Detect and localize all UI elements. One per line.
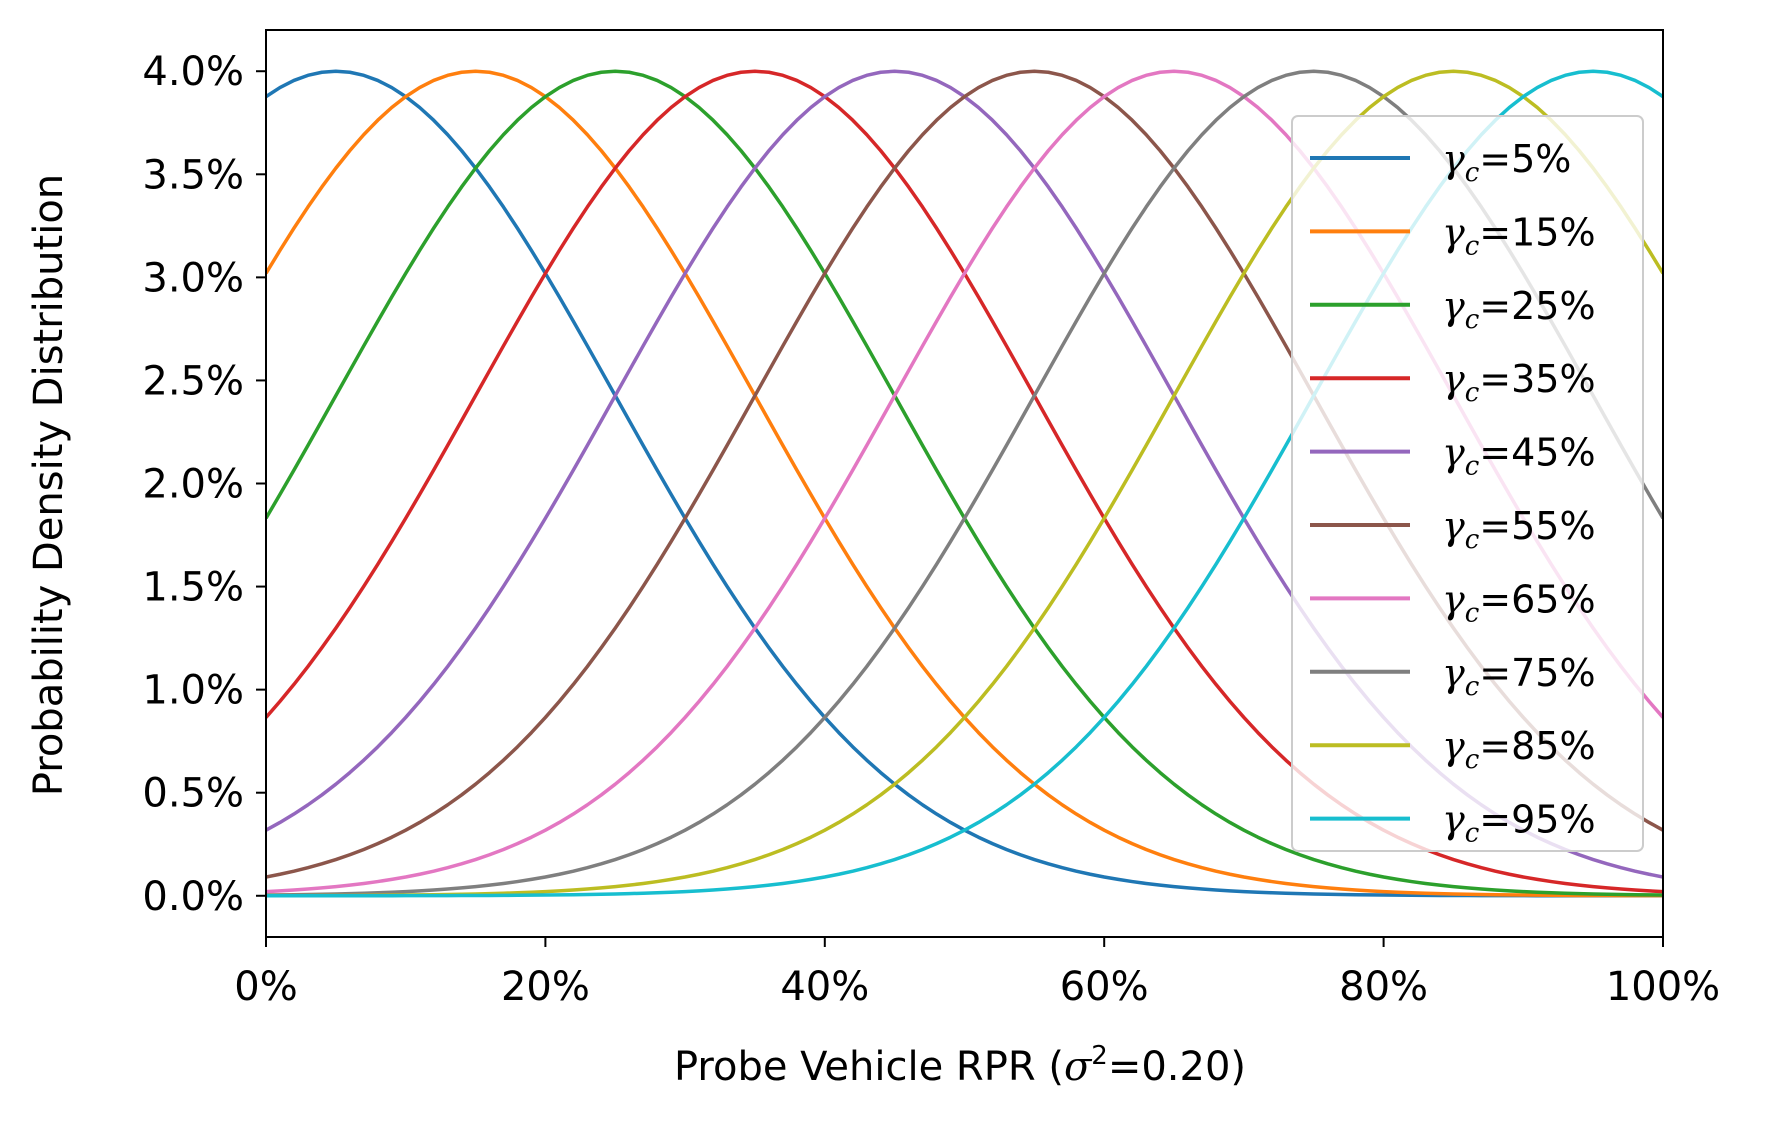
legend-label: γc=85% [1442, 724, 1596, 775]
y-tick-label: 4.0% [142, 49, 244, 95]
legend-label: γc=15% [1442, 210, 1596, 261]
legend-box [1291, 115, 1644, 852]
legend-label: γc=25% [1442, 284, 1596, 335]
x-tick-label: 40% [780, 964, 869, 1010]
x-axis-ticks: 0% 20% 40% 60% 80% 100% [234, 937, 1720, 1010]
legend-label: γc=5% [1442, 137, 1571, 188]
legend-label: γc=55% [1442, 504, 1596, 555]
y-tick-label: 0.0% [142, 874, 244, 920]
y-tick-label: 3.5% [142, 152, 244, 198]
series-line-9 [266, 69, 1663, 898]
legend-label: γc=75% [1442, 651, 1596, 702]
y-tick-label: 2.0% [142, 462, 244, 508]
x-axis-label: Probe Vehicle RPR (σ2=0.20) [674, 1041, 1246, 1090]
legend: γc=5% γc=15% γc=25% γc=35% γc=45% γc=55% γc=65… [1291, 115, 1644, 852]
x-tick-label: 60% [1060, 964, 1149, 1010]
y-axis-label: Probability Density Distribution [26, 174, 72, 796]
legend-label: γc=65% [1442, 577, 1596, 628]
x-axis-label-suffix: =0.20) [1108, 1044, 1246, 1090]
legend-label: γc=95% [1442, 798, 1596, 849]
legend-label: γc=45% [1442, 431, 1596, 482]
y-tick-label: 3.0% [142, 255, 244, 301]
x-tick-label: 20% [501, 964, 590, 1010]
x-axis-label-superscript: 2 [1091, 1041, 1108, 1071]
y-tick-label: 2.5% [142, 358, 244, 404]
x-tick-label: 0% [234, 964, 297, 1010]
y-tick-label: 1.5% [142, 565, 244, 611]
y-axis-ticks: 0.0% 0.5% 1.0% 1.5% 2.0% 2.5% 3.0% 3.5% 4.0% [142, 49, 266, 920]
x-tick-label: 80% [1339, 964, 1428, 1010]
y-tick-label: 1.0% [142, 668, 244, 714]
x-axis-label-prefix: Probe Vehicle RPR ( [674, 1044, 1064, 1090]
x-axis-label-sigma: σ [1064, 1044, 1093, 1090]
y-tick-label: 0.5% [142, 771, 244, 817]
x-tick-label: 100% [1606, 964, 1720, 1010]
legend-label: γc=35% [1442, 357, 1596, 408]
